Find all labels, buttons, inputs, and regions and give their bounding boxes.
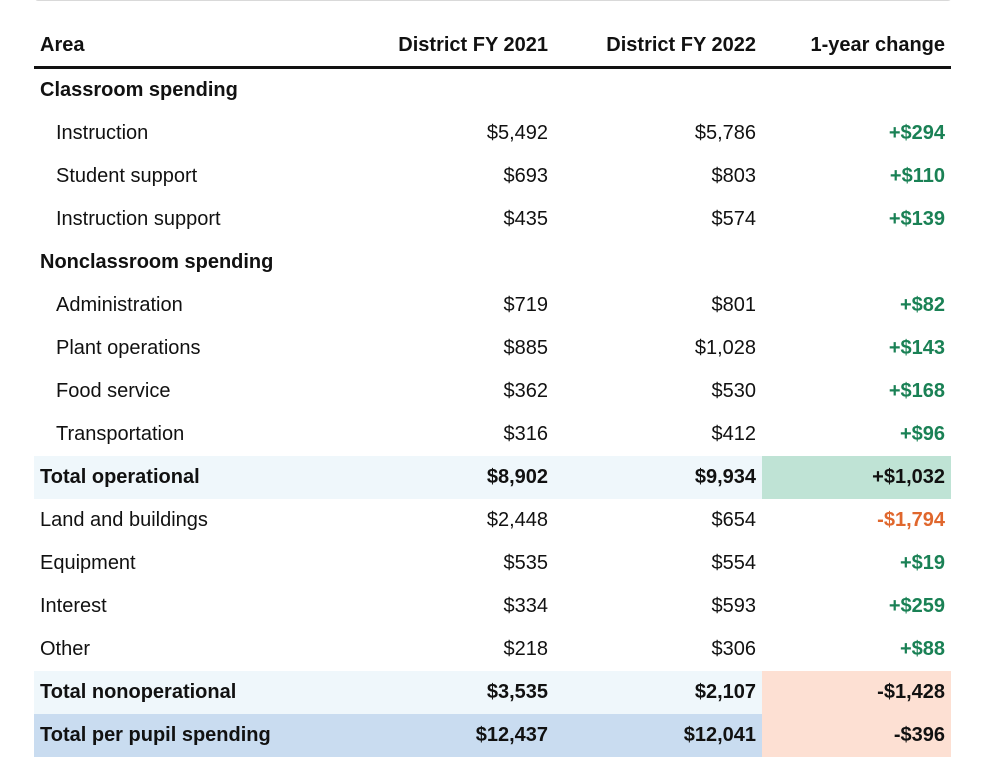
row-area: Equipment <box>40 552 136 574</box>
table-row: Transportation $316 $412 +$96 <box>34 413 951 456</box>
table-row: Equipment $535 $554 +$19 <box>34 542 951 585</box>
table-row: Student support $693 $803 +$110 <box>34 155 951 198</box>
total-nonoperational-fy2021: $3,535 <box>374 671 554 714</box>
total-per-pupil-fy2021: $12,437 <box>374 714 554 757</box>
row-change: +$168 <box>888 380 945 402</box>
row-fy2021: $218 <box>503 638 549 660</box>
row-fy2021: $535 <box>503 552 549 574</box>
total-operational-fy2021: $8,902 <box>374 456 554 499</box>
total-operational-label: Total operational <box>34 456 374 499</box>
row-change: +$259 <box>888 595 945 617</box>
row-area: Instruction support <box>56 208 221 230</box>
table-row: Interest $334 $593 +$259 <box>34 585 951 628</box>
table-row: Land and buildings $2,448 $654 -$1,794 <box>34 499 951 542</box>
row-area: Plant operations <box>56 337 201 359</box>
group-row-classroom: Classroom spending <box>34 68 951 113</box>
row-change: +$294 <box>888 122 945 144</box>
row-area: Instruction <box>56 122 149 144</box>
row-area: Other <box>40 638 91 660</box>
total-operational-change: +$1,032 <box>762 456 951 499</box>
spending-table: Area District FY 2021 District FY 2022 1… <box>34 24 951 757</box>
row-fy2022: $1,028 <box>694 337 756 359</box>
group-title: Classroom spending <box>40 79 238 101</box>
row-change: -$1,794 <box>877 509 945 531</box>
total-nonoperational-label: Total nonoperational <box>34 671 374 714</box>
row-area: Transportation <box>56 423 185 445</box>
row-fy2022: $412 <box>711 423 757 445</box>
row-fy2021: $2,448 <box>486 509 548 531</box>
row-fy2021: $316 <box>503 423 549 445</box>
group-title: Nonclassroom spending <box>40 251 274 273</box>
row-fy2022: $803 <box>711 165 757 187</box>
row-fy2021: $719 <box>503 294 549 316</box>
header-change: 1-year change <box>762 24 951 69</box>
header-area: Area <box>34 24 374 69</box>
table-row: Instruction support $435 $574 +$139 <box>34 198 951 241</box>
row-fy2021: $362 <box>503 380 549 402</box>
row-change: +$19 <box>899 552 945 574</box>
row-fy2021: $885 <box>503 337 549 359</box>
row-area: Food service <box>56 380 171 402</box>
total-operational-fy2022: $9,934 <box>554 456 762 499</box>
total-per-pupil-change: -$396 <box>762 714 951 757</box>
total-per-pupil-row: Total per pupil spending $12,437 $12,041… <box>34 714 951 757</box>
row-area: Land and buildings <box>40 509 208 531</box>
table-row: Administration $719 $801 +$82 <box>34 284 951 327</box>
group-row-nonclassroom: Nonclassroom spending <box>34 241 951 284</box>
row-fy2021: $693 <box>503 165 549 187</box>
row-fy2021: $435 <box>503 208 549 230</box>
top-frame-border <box>35 0 951 1</box>
row-area: Administration <box>56 294 183 316</box>
row-fy2021: $334 <box>503 595 549 617</box>
row-change: +$110 <box>889 165 945 187</box>
row-fy2022: $654 <box>711 509 757 531</box>
row-change: +$88 <box>899 638 945 660</box>
total-operational-row: Total operational $8,902 $9,934 +$1,032 <box>34 456 951 499</box>
row-change: +$139 <box>888 208 945 230</box>
row-area: Student support <box>56 165 198 187</box>
row-fy2022: $593 <box>711 595 757 617</box>
row-change: +$82 <box>899 294 945 316</box>
total-per-pupil-label: Total per pupil spending <box>34 714 374 757</box>
row-fy2022: $5,786 <box>694 122 756 144</box>
table-row: Instruction $5,492 $5,786 +$294 <box>34 112 951 155</box>
row-fy2021: $5,492 <box>486 122 548 144</box>
total-nonoperational-fy2022: $2,107 <box>554 671 762 714</box>
row-fy2022: $574 <box>711 208 757 230</box>
row-fy2022: $530 <box>711 380 757 402</box>
row-area: Interest <box>40 595 107 617</box>
header-fy2021: District FY 2021 <box>374 24 554 69</box>
row-fy2022: $554 <box>711 552 757 574</box>
row-change: +$143 <box>888 337 945 359</box>
table-row: Plant operations $885 $1,028 +$143 <box>34 327 951 370</box>
row-fy2022: $801 <box>711 294 757 316</box>
total-nonoperational-row: Total nonoperational $3,535 $2,107 -$1,4… <box>34 671 951 714</box>
total-nonoperational-change: -$1,428 <box>762 671 951 714</box>
row-change: +$96 <box>899 423 945 445</box>
row-fy2022: $306 <box>711 638 757 660</box>
total-per-pupil-fy2022: $12,041 <box>554 714 762 757</box>
header-fy2022: District FY 2022 <box>554 24 762 69</box>
table-row: Other $218 $306 +$88 <box>34 628 951 671</box>
table-row: Food service $362 $530 +$168 <box>34 370 951 413</box>
header-row: Area District FY 2021 District FY 2022 1… <box>34 24 951 69</box>
